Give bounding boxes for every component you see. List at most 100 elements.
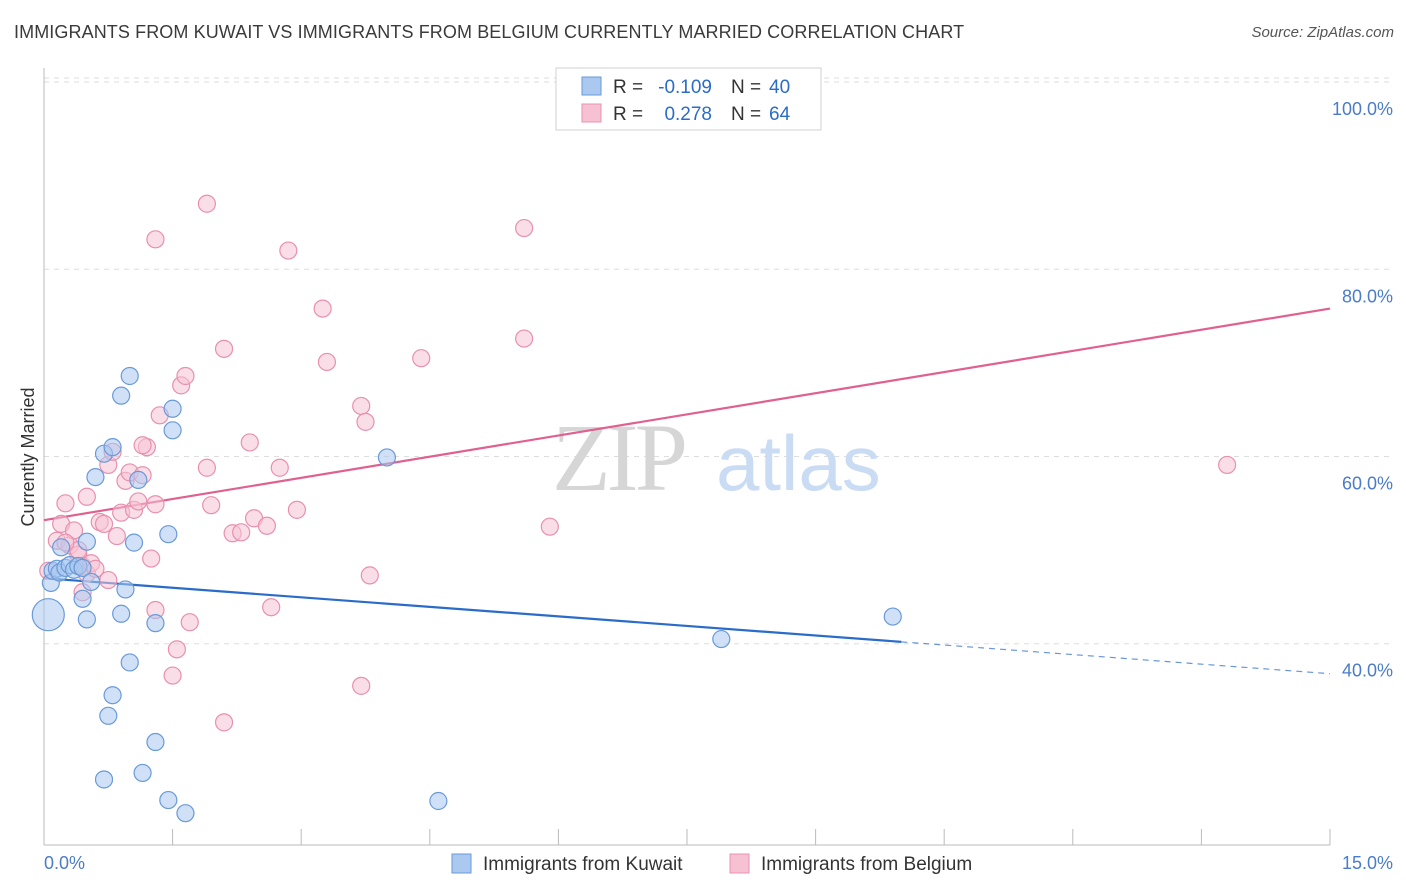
kuwait-point-30 bbox=[99, 706, 118, 725]
belgium-point-54 bbox=[515, 218, 534, 238]
belgium-point-45 bbox=[287, 500, 307, 519]
belgium-point-60 bbox=[1218, 455, 1237, 475]
legend-swatch-belgium bbox=[581, 103, 602, 123]
belgium-point-12 bbox=[94, 514, 114, 534]
belgium-point-26 bbox=[142, 549, 161, 568]
kuwait-point-22 bbox=[124, 533, 144, 552]
stats-legend: R = -0.109 N = 40 R = 0.278 N = 64 bbox=[555, 67, 822, 131]
kuwait-point-0 bbox=[31, 598, 65, 632]
belgium-point-18 bbox=[107, 526, 126, 546]
x-ticks bbox=[43, 829, 1331, 845]
watermark-atlas: atlas bbox=[716, 419, 881, 507]
kuwait-point-19 bbox=[120, 366, 139, 386]
belgium-point-44 bbox=[270, 458, 289, 477]
belgium-point-50 bbox=[356, 412, 375, 431]
belgium-point-46 bbox=[279, 241, 298, 260]
kuwait-point-13 bbox=[82, 572, 101, 592]
belgium-point-13 bbox=[99, 570, 118, 590]
gridlines bbox=[44, 77, 1393, 645]
legend-r-value-belgium: 0.278 bbox=[664, 104, 712, 125]
belgium-point-30 bbox=[163, 666, 182, 685]
belgium-point-53 bbox=[412, 349, 431, 368]
kuwait-point-34 bbox=[159, 790, 178, 810]
y-axis-label: Currently Married bbox=[18, 387, 38, 526]
belgium-point-27 bbox=[146, 495, 165, 514]
trend-line-kuwait-extrapolated bbox=[901, 641, 1331, 675]
y-tick-label-100: 100.0% bbox=[1332, 99, 1393, 119]
kuwait-point-5 bbox=[52, 538, 71, 557]
x-tick-label-right: 15.0% bbox=[1342, 853, 1393, 873]
kuwait-point-37 bbox=[429, 791, 448, 811]
kuwait-point-25 bbox=[112, 604, 131, 623]
kuwait-point-10 bbox=[73, 558, 92, 578]
watermark-zip: ZIP bbox=[552, 404, 685, 511]
kuwait-point-12 bbox=[73, 589, 92, 608]
belgium-point-43 bbox=[257, 516, 277, 535]
chart-title: IMMIGRANTS FROM KUWAIT VS IMMIGRANTS FRO… bbox=[14, 22, 965, 42]
kuwait-point-33 bbox=[94, 770, 114, 789]
kuwait-point-17 bbox=[112, 386, 131, 405]
belgium-point-47 bbox=[317, 352, 337, 372]
kuwait-point-27 bbox=[77, 610, 96, 629]
kuwait-point-23 bbox=[159, 525, 178, 544]
trend-lines bbox=[43, 307, 1331, 675]
trend-line-kuwait bbox=[43, 577, 902, 643]
belgium-point-57 bbox=[197, 194, 216, 213]
legend-n-value-kuwait: 40 bbox=[769, 77, 790, 98]
legend-swatch-kuwait bbox=[581, 76, 602, 96]
belgium-point-52 bbox=[352, 676, 371, 695]
kuwait-point-32 bbox=[133, 763, 152, 783]
kuwait-point-18 bbox=[129, 470, 148, 490]
kuwait-point-20 bbox=[163, 399, 182, 418]
belgium-point-37 bbox=[214, 713, 234, 732]
kuwait-point-29 bbox=[103, 686, 122, 705]
chart-source: Source: ZipAtlas.com bbox=[1251, 24, 1394, 41]
belgium-point-36 bbox=[202, 496, 221, 515]
watermark: ZIP atlas bbox=[552, 404, 881, 511]
belgium-point-41 bbox=[240, 433, 259, 452]
kuwait-point-14 bbox=[86, 467, 105, 487]
series-legend-swatch-belgium bbox=[729, 853, 750, 874]
kuwait-point-24 bbox=[116, 580, 135, 599]
kuwait-points bbox=[31, 366, 902, 823]
belgium-point-56 bbox=[540, 517, 559, 536]
belgium-point-33 bbox=[176, 366, 195, 386]
legend-r-label-belgium: R = bbox=[613, 104, 643, 125]
belgium-point-23 bbox=[129, 492, 148, 511]
legend-r-label-kuwait: R = bbox=[613, 77, 643, 98]
belgium-point-55 bbox=[515, 329, 534, 348]
legend-r-value-kuwait: -0.109 bbox=[658, 77, 712, 98]
belgium-point-34 bbox=[180, 613, 199, 632]
belgium-point-40 bbox=[232, 523, 251, 542]
y-tick-label-40: 40.0% bbox=[1342, 661, 1393, 681]
belgium-point-63 bbox=[133, 436, 152, 455]
kuwait-point-39 bbox=[883, 607, 902, 626]
kuwait-point-35 bbox=[176, 804, 195, 823]
belgium-point-51 bbox=[360, 566, 379, 585]
belgium-point-17 bbox=[77, 487, 96, 506]
belgium-point-59 bbox=[262, 598, 281, 617]
kuwait-point-16 bbox=[103, 438, 122, 457]
series-legend: Immigrants from Kuwait Immigrants from B… bbox=[451, 853, 972, 875]
y-tick-label-80: 80.0% bbox=[1342, 286, 1393, 306]
legend-n-label-kuwait: N = bbox=[731, 77, 761, 98]
trend-line-belgium bbox=[43, 307, 1331, 522]
belgium-point-3 bbox=[56, 494, 75, 513]
legend-n-value-belgium: 64 bbox=[769, 104, 791, 125]
x-tick-label-left: 0.0% bbox=[44, 853, 85, 873]
kuwait-point-36 bbox=[377, 448, 397, 467]
kuwait-point-11 bbox=[77, 532, 96, 551]
kuwait-point-31 bbox=[146, 732, 165, 752]
y-tick-labels: 40.0% 60.0% 80.0% 100.0% bbox=[1332, 99, 1393, 681]
kuwait-point-21 bbox=[163, 421, 182, 440]
kuwait-point-28 bbox=[120, 653, 139, 672]
belgium-point-48 bbox=[313, 299, 332, 318]
legend-n-label-belgium: N = bbox=[731, 104, 761, 125]
belgium-point-49 bbox=[352, 396, 371, 416]
series-legend-label-belgium: Immigrants from Belgium bbox=[761, 854, 972, 875]
series-legend-label-kuwait: Immigrants from Kuwait bbox=[483, 854, 683, 875]
series-legend-swatch-kuwait bbox=[451, 853, 472, 874]
belgium-point-35 bbox=[197, 458, 216, 477]
kuwait-point-26 bbox=[146, 614, 165, 633]
